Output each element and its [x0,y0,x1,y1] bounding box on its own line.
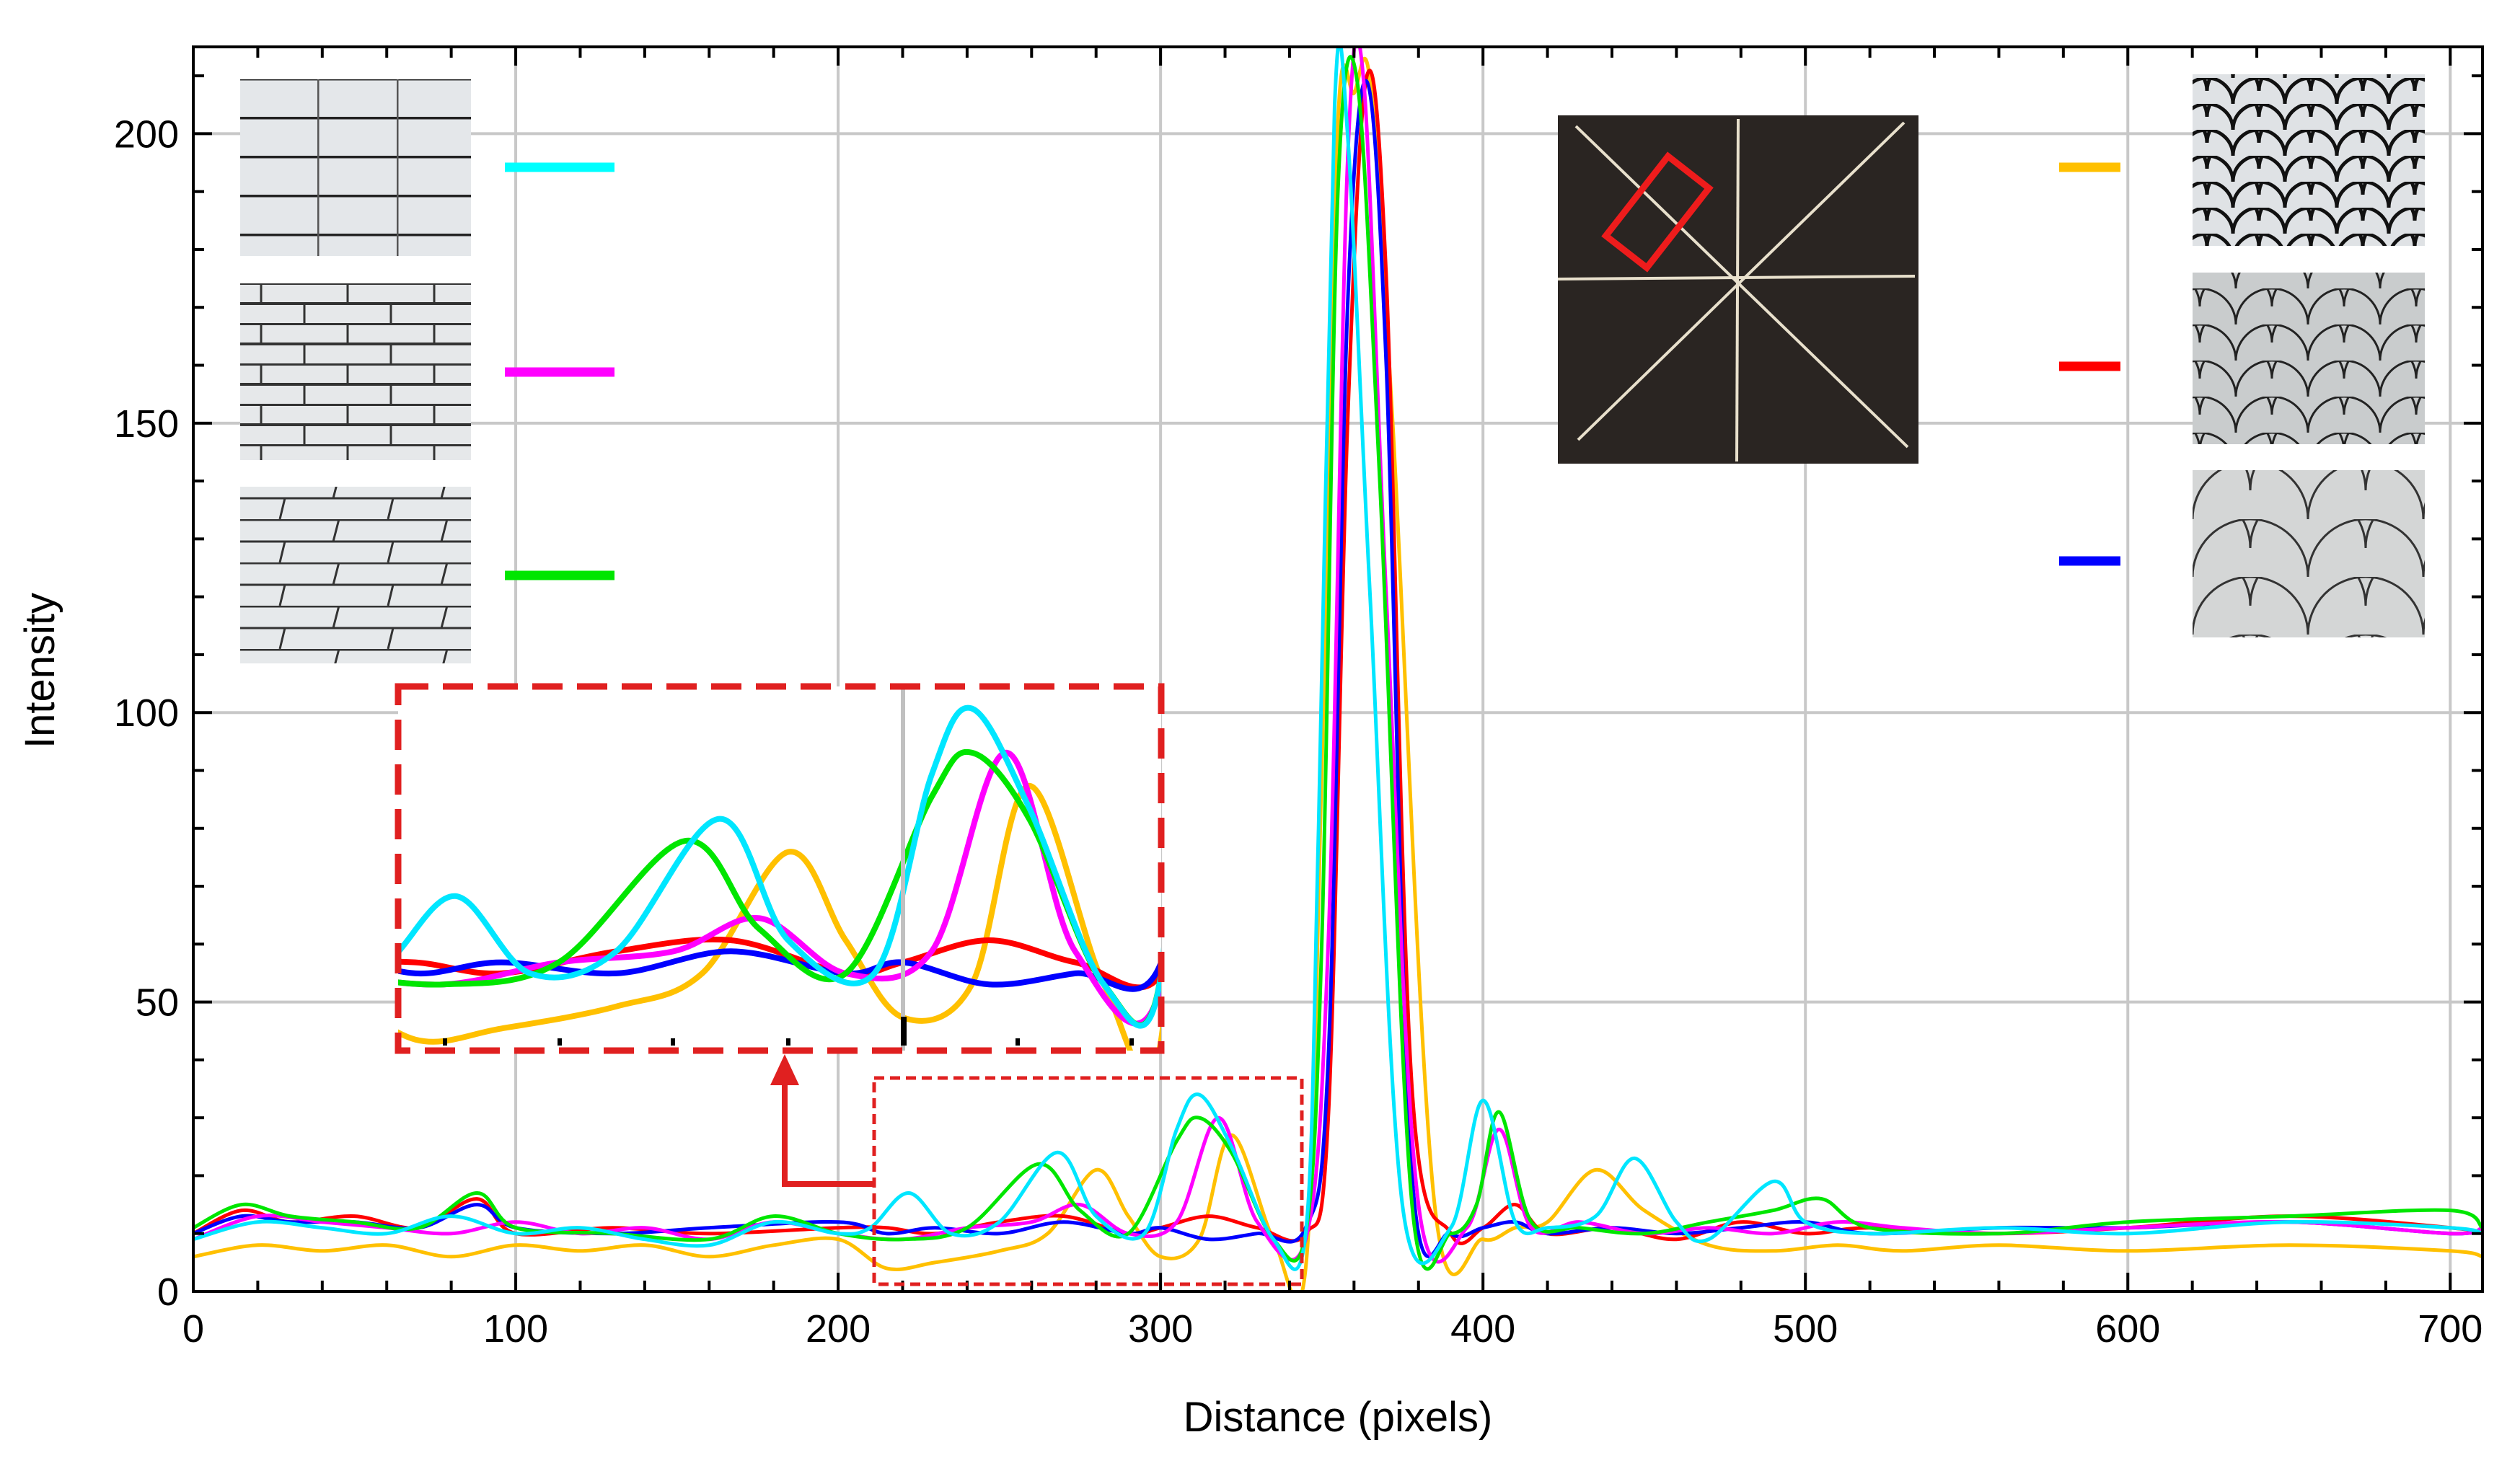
inset-border [395,683,1165,1054]
series-line [193,79,2482,1258]
inset-series-line [398,704,1161,1029]
y-tick-label: 50 [136,981,179,1025]
y-tick-label: 0 [157,1271,179,1314]
legend-right [2059,74,2425,637]
plot-frame [192,45,2484,1293]
zoom-inset [395,683,1165,1054]
zoom-source-box [872,1076,1304,1286]
texture-thumbnail-medium-scales [2193,273,2425,444]
inset-ticks [443,1017,1134,1046]
axis-ticks [192,47,2482,1293]
series-line [193,47,2482,1271]
y-axis-title: Intensity [17,593,63,748]
inset-series-line [398,748,1161,1028]
sample-line-pattern [1557,118,1916,462]
x-tick-label: 100 [483,1307,548,1351]
zoom-region [770,1054,1304,1286]
texture-thumbnail-small-scales [2193,74,2425,246]
y-tick-label: 100 [114,692,179,735]
legend-left [240,79,614,663]
sample-photo [1557,115,1918,464]
x-axis-title: Distance (pixels) [1184,1394,1493,1441]
x-tick-label: 400 [1450,1307,1515,1351]
x-tick-label: 700 [2418,1307,2482,1351]
zoom-arrow [782,1082,874,1187]
series-line [193,55,2482,1271]
x-tick-label: 200 [806,1307,871,1351]
region-of-interest-box [1601,151,1714,273]
texture-thumbnail-irregular-brick [240,487,471,663]
inset-background [398,686,1161,1051]
inset-series-line [398,782,1161,1051]
y-tick-label: 200 [114,112,179,156]
x-tick-label: 500 [1773,1307,1838,1351]
x-tick-label: 600 [2095,1307,2160,1351]
texture-thumbnail-brick [240,79,471,256]
y-tick-label: 150 [114,402,179,446]
texture-thumbnail-large-scales [2193,470,2425,637]
x-tick-label: 300 [1128,1307,1193,1351]
x-tick-labels: 0 100 200 300 400 500 600 700 [182,1307,2482,1351]
x-tick-label: 0 [182,1307,204,1351]
y-tick-labels: 0 50 100 150 200 [114,112,179,1314]
series-line [193,56,2482,1291]
texture-thumbnail-offset-brick [240,283,471,460]
data-series [193,47,2482,1291]
zoom-arrow-head [770,1054,799,1085]
